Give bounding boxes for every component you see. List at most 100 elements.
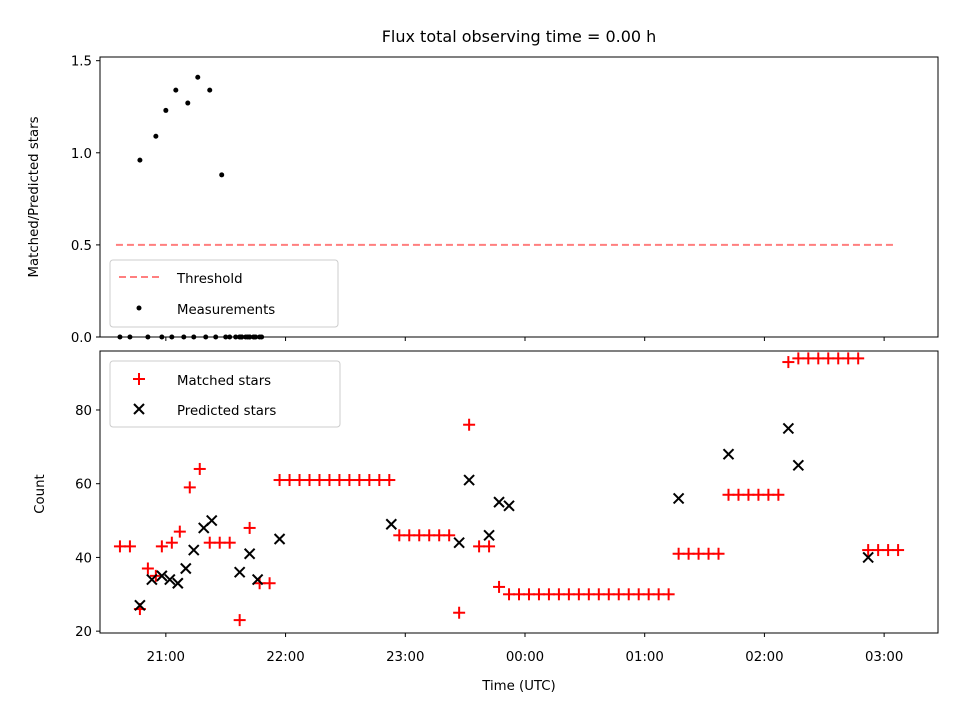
top-x-ticks — [165, 337, 885, 341]
measurement-point — [181, 334, 187, 340]
predicted-star-point — [782, 422, 795, 435]
predicted-star-point — [792, 459, 805, 471]
predicted-star-point — [483, 529, 495, 542]
xtick-label: 01:00 — [626, 650, 664, 665]
matched-star-point — [173, 525, 186, 538]
measurement-point — [203, 334, 209, 340]
xtick-label: 23:00 — [386, 650, 424, 665]
bottom-legend-box — [109, 360, 341, 428]
legend-predicted-label: Predicted stars — [177, 404, 276, 419]
measurement-point — [169, 334, 175, 340]
predicted-star-point — [251, 573, 264, 586]
predicted-star-point — [188, 544, 200, 556]
matched-star-point — [233, 614, 246, 627]
top-y-ticks: 0.0 0.5 1.0 1.5 — [71, 55, 100, 346]
matched-star-point — [223, 536, 236, 549]
legend-matched-swatch — [133, 373, 145, 385]
predicted-star-point — [672, 492, 685, 505]
predicted-star-point — [722, 448, 735, 460]
predicted-star-point — [243, 548, 256, 560]
measurement-point — [257, 334, 263, 340]
measurement-point — [233, 334, 239, 340]
measurement-point — [191, 334, 197, 340]
measurement-point — [223, 334, 229, 340]
predicted-star-point — [146, 573, 158, 586]
matched-star-point — [782, 356, 795, 369]
top-legend-box — [109, 259, 339, 328]
matched-star-point — [141, 562, 154, 575]
measurement-point — [213, 334, 219, 340]
xtick-label: 22:00 — [266, 650, 304, 665]
measurement-point — [153, 133, 159, 139]
predicted-star-point — [273, 533, 286, 545]
predicted-star-point — [503, 500, 515, 512]
matched-star-point — [155, 540, 168, 553]
bottom-ytick-label: 60 — [75, 478, 92, 493]
xtick-label: 02:00 — [745, 650, 783, 665]
chart-title: Flux total observing time = 0.00 h — [382, 27, 657, 46]
legend-measurements-label: Measurements — [177, 303, 275, 318]
legend-measurements-swatch — [136, 305, 142, 311]
measurement-point — [127, 334, 133, 340]
predicted-star-point — [493, 496, 505, 508]
top-y-axis-label: Matched/Predicted stars — [27, 116, 42, 277]
bottom-panel: 20 40 60 80 21:00 22:00 23:00 00:00 01:00 02:00 0… — [33, 350, 939, 694]
predicted-star-point — [206, 514, 218, 527]
measurement-point — [227, 334, 233, 340]
predicted-star-point — [233, 566, 246, 578]
xtick-label: 03:00 — [865, 650, 903, 665]
top-legend: Threshold Measurements — [109, 259, 339, 328]
bottom-y-ticks: 20 40 60 80 — [75, 404, 100, 640]
predicted-star-point — [156, 570, 168, 582]
measurements-series — [117, 74, 265, 340]
measurement-point — [137, 157, 143, 163]
predicted-star-point — [172, 577, 184, 589]
matched-star-point — [892, 544, 905, 557]
top-plot-frame — [99, 56, 939, 338]
predicted-star-point — [134, 599, 146, 612]
top-panel: Flux total observing time = 0.00 h 0.00.… — [27, 27, 939, 346]
top-ytick-label: 0.0 — [71, 331, 92, 346]
matched-star-point — [662, 588, 675, 601]
xtick-label: 00:00 — [506, 650, 544, 665]
bottom-y-axis-label: Count — [33, 474, 48, 514]
matched-star-point — [165, 536, 178, 549]
matched-star-point — [243, 521, 256, 534]
measurement-point — [145, 334, 151, 340]
predicted-star-point — [180, 562, 192, 575]
matched-star-point — [772, 488, 785, 501]
predicted-star-point — [385, 518, 398, 530]
top-ytick-label: 1.0 — [71, 147, 92, 162]
top-ytick-label: 1.5 — [71, 55, 92, 70]
legend-threshold-label: Threshold — [176, 272, 243, 287]
predicted-stars-series — [134, 422, 874, 612]
measurement-point — [251, 334, 257, 340]
measurement-point — [239, 334, 245, 340]
matched-stars-series — [113, 352, 905, 627]
matched-star-point — [463, 418, 476, 431]
legend-predicted-swatch — [133, 403, 145, 415]
matched-star-point — [383, 474, 396, 487]
measurement-point — [185, 100, 191, 106]
predicted-star-point — [463, 474, 475, 486]
matched-star-point — [493, 580, 506, 593]
measurement-point — [247, 334, 253, 340]
predicted-star-point — [862, 551, 874, 564]
xtick-label: 21:00 — [147, 650, 185, 665]
matched-star-point — [183, 481, 196, 494]
measurement-point — [159, 334, 165, 340]
matched-star-point — [263, 577, 276, 590]
matched-star-point — [852, 352, 865, 365]
bottom-legend: Matched stars Predicted stars — [109, 360, 341, 428]
bottom-x-ticks: 21:00 22:00 23:00 00:00 01:00 02:00 03:00 — [147, 633, 903, 665]
matched-star-point — [483, 540, 496, 553]
x-axis-label: Time (UTC) — [481, 679, 556, 694]
legend-matched-label: Matched stars — [177, 374, 271, 389]
predicted-star-point — [164, 573, 176, 586]
measurement-point — [195, 74, 201, 80]
matched-star-point — [453, 606, 466, 619]
matched-star-point — [193, 462, 206, 475]
measurement-point — [219, 172, 225, 178]
